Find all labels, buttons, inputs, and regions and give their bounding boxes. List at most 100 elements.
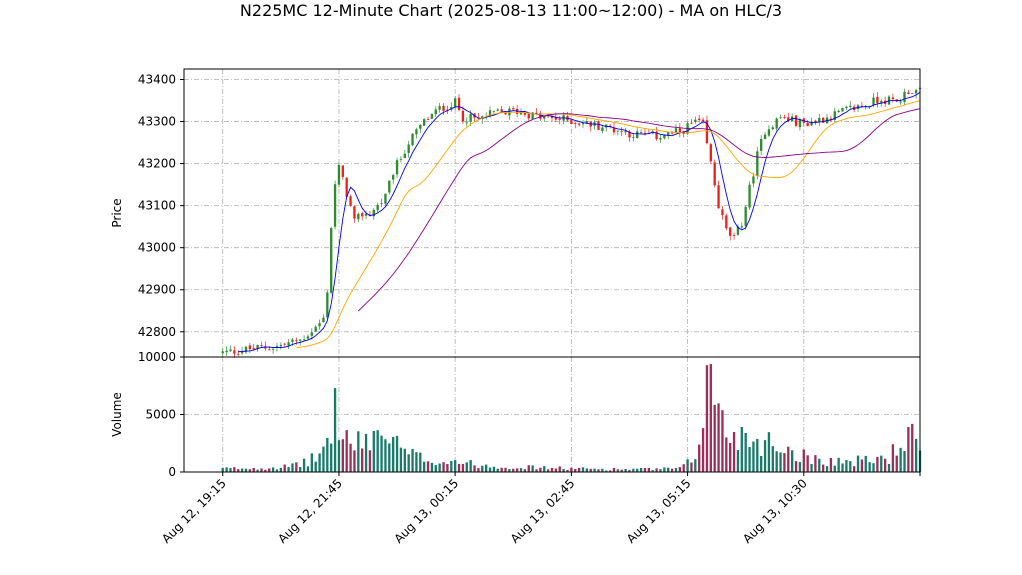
candle-body-15 [279,344,283,347]
candle-body-136 [748,184,751,208]
candle-body-113 [659,138,662,140]
volume-bar-75 [512,468,515,472]
volume-bar-129 [721,410,724,472]
candle-body-24 [314,326,317,332]
candle-body-5 [240,351,244,354]
volume-bar-29 [333,388,337,472]
volume-bar-158 [833,465,836,472]
x-tick-label-1: Aug 12, 21:45 [275,476,345,546]
volume-bar-107 [636,468,639,472]
volume-bar-27 [326,437,329,472]
volume-bar-105 [628,469,631,472]
candle-body-53 [426,119,430,120]
volume-bar-87 [558,466,561,472]
volume-bar-154 [818,458,821,472]
volume-bar-37 [364,433,368,472]
candle-body-123 [698,118,701,121]
volume-bar-69 [488,467,492,472]
volume-bar-157 [829,458,833,472]
volume-bar-149 [798,462,802,472]
candle-body-33 [349,196,352,206]
candle-body-42 [384,193,387,204]
candle-body-34 [353,206,356,219]
volume-bar-156 [825,466,829,472]
candle-body-72 [500,109,503,112]
candle-body-54 [430,114,434,119]
volume-bar-144 [779,452,782,472]
volume-bar-117 [674,468,678,472]
candle-body-51 [419,124,422,129]
candle-body-0 [221,351,224,354]
candle-body-4 [237,353,240,355]
price-ytick-label-3: 43100 [138,199,176,213]
volume-bar-58 [446,463,449,472]
ma-fast-line [238,92,921,353]
candle-body-142 [771,127,774,130]
candle-body-22 [306,336,310,339]
volume-bar-57 [442,462,445,472]
candle-body-73 [504,112,507,115]
volume-bar-151 [806,455,809,472]
volume-bar-125 [705,365,709,472]
price-panel: 42800 42900 43000 43100 43200 43300 43400 Price [110,68,922,359]
volume-panel: 0 5000 10000 Volume [110,350,922,479]
candle-body-94 [585,121,589,124]
ma-mid-line [296,100,921,349]
volume-bar-165 [860,459,864,472]
volume-bar-140 [763,440,767,472]
volume-bar-83 [543,466,546,472]
candle-body-6 [244,346,248,353]
volume-bar-112 [655,468,658,472]
volume-bar-130 [725,437,728,472]
candle-body-98 [601,127,604,131]
price-ytick-label-1: 42900 [138,283,176,297]
volume-bar-35 [357,431,360,472]
volume-bar-38 [368,450,372,472]
candle-body-134 [740,226,743,228]
candle-body-169 [876,96,879,104]
candle-body-93 [581,123,585,125]
volume-bar-162 [849,461,852,472]
volume-bar-153 [814,455,817,472]
volume-bar-40 [376,430,379,472]
volume-bar-18 [291,463,294,472]
candle-body-167 [868,105,871,107]
candle-body-69 [488,110,492,117]
volume-bar-132 [732,431,736,472]
volume-bar-34 [353,450,356,472]
candle-body-140 [763,134,767,140]
candle-body-83 [543,116,546,119]
candle-body-19 [295,340,298,342]
candle-body-62 [461,110,465,122]
volume-bar-31 [341,439,344,472]
volume-bar-12 [268,468,271,472]
candle-body-92 [577,123,581,125]
volume-bar-41 [380,435,383,472]
volume-bar-8 [252,467,255,472]
candle-body-143 [775,118,778,129]
volume-bar-102 [616,469,620,472]
candle-body-133 [736,226,740,235]
volume-bar-20 [299,467,302,472]
candle-body-170 [880,100,883,103]
volume-bar-114 [663,467,666,472]
volume-bar-66 [477,468,480,472]
volume-frame [183,356,921,473]
volume-bar-98 [601,468,604,472]
candle-body-77 [519,112,523,115]
candle-body-81 [535,112,538,114]
volume-bar-111 [651,470,654,472]
candle-body-135 [744,206,747,226]
candle-body-25 [318,323,321,327]
candle-body-104 [624,131,627,133]
volume-bar-90 [570,467,573,472]
volume-bar-4 [237,469,240,472]
volume-bar-55 [434,465,437,472]
volume-bar-17 [287,467,290,472]
candle-body-91 [574,123,577,124]
volume-bar-166 [864,455,867,472]
candle-body-85 [550,116,554,119]
price-ytick-label-5: 43300 [138,115,176,129]
candle-body-43 [388,180,391,193]
candle-body-63 [465,122,468,124]
